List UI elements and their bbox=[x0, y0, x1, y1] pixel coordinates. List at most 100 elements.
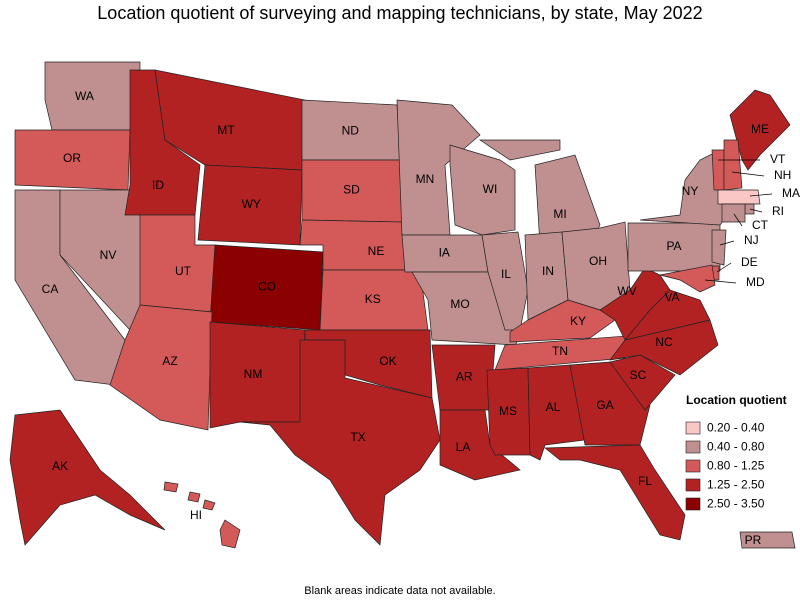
state bbox=[721, 203, 746, 223]
state-label: NH bbox=[774, 168, 791, 182]
legend: Location quotient 0.20 - 0.40 0.40 - 0.80… bbox=[685, 393, 787, 511]
legend-swatch bbox=[685, 478, 701, 492]
state-labels: WA OR CA NV ID MT WY UT CO AZ NM ND SD NE KS OK TX MN IA MO… bbox=[42, 89, 800, 547]
leader-line bbox=[719, 240, 735, 246]
state-label: WI bbox=[483, 182, 498, 196]
legend-label: 0.20 - 0.40 bbox=[707, 421, 765, 435]
leader-line bbox=[733, 213, 743, 227]
state-label: NM bbox=[244, 367, 263, 381]
state bbox=[486, 367, 531, 456]
state-label: OR bbox=[63, 151, 81, 165]
state bbox=[744, 203, 755, 215]
state-label: CO bbox=[258, 279, 276, 293]
state-label: LA bbox=[456, 440, 471, 454]
state-label: IN bbox=[542, 264, 554, 278]
state bbox=[163, 481, 179, 493]
state bbox=[659, 264, 716, 293]
leader-line bbox=[749, 193, 773, 197]
state-label: NC bbox=[655, 335, 673, 349]
state-label: MS bbox=[499, 404, 517, 418]
state-label: WY bbox=[242, 197, 261, 211]
state-label: ID bbox=[152, 178, 164, 192]
state bbox=[494, 334, 641, 371]
state-label: WV bbox=[617, 284, 636, 298]
state-label: FL bbox=[638, 474, 652, 488]
state bbox=[739, 531, 796, 549]
state-label: IA bbox=[439, 246, 450, 260]
state-label: VA bbox=[664, 290, 679, 304]
state bbox=[639, 149, 729, 226]
state-label: VT bbox=[770, 152, 786, 166]
state-label: IL bbox=[501, 267, 511, 281]
legend-swatch bbox=[685, 459, 701, 473]
legend-label: 1.25 - 2.50 bbox=[707, 478, 765, 492]
leader-line bbox=[749, 208, 763, 213]
state bbox=[478, 139, 561, 161]
map-title: Location quotient of surveying and mappi… bbox=[97, 3, 702, 23]
state-label: DE bbox=[741, 255, 758, 269]
state-label: AR bbox=[456, 370, 473, 384]
state bbox=[187, 491, 201, 503]
legend-title: Location quotient bbox=[686, 393, 787, 407]
state-label: MI bbox=[553, 207, 566, 221]
state-label: NY bbox=[682, 184, 699, 198]
state bbox=[219, 519, 241, 549]
state-label: ND bbox=[342, 123, 360, 137]
state bbox=[109, 304, 213, 431]
state-label: UT bbox=[175, 264, 192, 278]
legend-swatch bbox=[685, 497, 701, 511]
state bbox=[202, 499, 216, 511]
state bbox=[9, 409, 166, 546]
state-label: NE bbox=[368, 244, 385, 258]
state-label: MA bbox=[782, 186, 800, 200]
states bbox=[9, 61, 796, 549]
state-label: AZ bbox=[162, 354, 177, 368]
legend-swatch bbox=[685, 440, 701, 454]
state bbox=[599, 267, 671, 341]
state bbox=[717, 189, 761, 205]
state-label: NJ bbox=[744, 233, 759, 247]
state bbox=[723, 139, 743, 191]
state-label: CT bbox=[752, 218, 769, 232]
state-label: WA bbox=[75, 89, 94, 103]
state-label: MT bbox=[217, 123, 235, 137]
state-label: HI bbox=[190, 508, 202, 522]
state-label: AK bbox=[52, 459, 68, 473]
state-label: MD bbox=[746, 275, 765, 289]
state bbox=[544, 444, 686, 541]
state-label: MN bbox=[416, 172, 435, 186]
legend-swatch bbox=[685, 421, 701, 435]
leader-line bbox=[716, 262, 732, 273]
legend-label: 2.50 - 3.50 bbox=[707, 497, 765, 511]
state-label: MO bbox=[450, 297, 469, 311]
state-label: NV bbox=[100, 248, 117, 262]
leader-line bbox=[704, 279, 737, 284]
state bbox=[239, 339, 441, 546]
state bbox=[609, 354, 676, 411]
state-label: SD bbox=[343, 183, 360, 197]
state-label: SC bbox=[630, 368, 647, 382]
state-label: AL bbox=[546, 400, 561, 414]
state bbox=[569, 361, 651, 446]
footnote: Blank areas indicate data not available. bbox=[304, 585, 495, 597]
state bbox=[729, 89, 791, 171]
state-label: PA bbox=[666, 239, 681, 253]
leader-line bbox=[731, 171, 765, 177]
state bbox=[439, 409, 521, 481]
state-label: RI bbox=[772, 204, 784, 218]
state bbox=[711, 149, 725, 191]
state-label: KY bbox=[570, 314, 586, 328]
state-label: TN bbox=[552, 344, 568, 358]
state-label: GA bbox=[596, 398, 613, 412]
legend-label: 0.40 - 0.80 bbox=[707, 440, 765, 454]
state-label: PR bbox=[745, 533, 762, 547]
state-label: OH bbox=[589, 254, 607, 268]
state-label: TX bbox=[350, 430, 365, 444]
state bbox=[711, 229, 727, 266]
legend-label: 0.80 - 1.25 bbox=[707, 459, 765, 473]
state-label: KS bbox=[365, 292, 381, 306]
state-label: ME bbox=[751, 122, 769, 136]
state bbox=[449, 144, 516, 236]
state-label: CA bbox=[42, 282, 59, 296]
